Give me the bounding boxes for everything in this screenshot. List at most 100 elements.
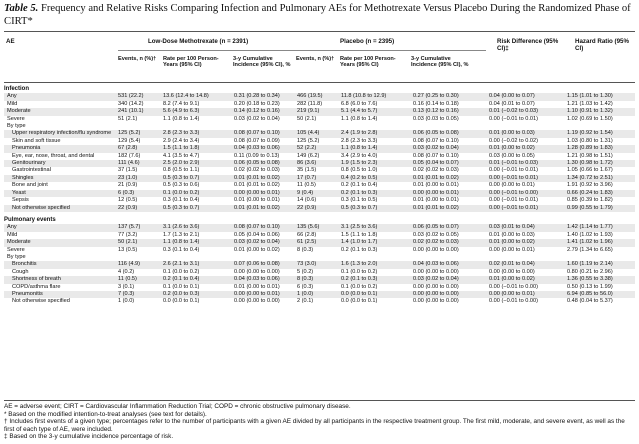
table-cell: 1.10 (0.91 to 1.32) bbox=[567, 108, 635, 116]
header-mtx-events: Events, n (%)† bbox=[118, 56, 157, 62]
table-cell: 0.00 (0.00 to 0.00) bbox=[413, 283, 459, 290]
table-cell: 5.1 (4.4 to 5.7) bbox=[341, 108, 413, 116]
row-label: Bone and joint bbox=[12, 182, 48, 189]
row-label: Pneumonitis bbox=[4, 290, 118, 299]
row-label: Yeast bbox=[4, 189, 118, 198]
table-cell: 3.1 (2.6 to 3.6) bbox=[163, 224, 234, 232]
table-cell bbox=[118, 254, 163, 261]
table-cell: 0.03 (0.02 to 0.05) bbox=[413, 231, 459, 238]
row-label: Mild bbox=[7, 100, 18, 107]
table-cell: 1.1 (0.8 to 1.4) bbox=[341, 115, 378, 122]
table-cell: 1.19 (0.92 to 1.54) bbox=[567, 130, 635, 138]
header-placebo-rate: Rate per 100 Person-Years (95% CI) bbox=[340, 56, 396, 69]
table-cell: 2.8 (2.3 to 3.3) bbox=[341, 137, 378, 144]
table-cell: 2.79 (1.34 to 6.65) bbox=[567, 246, 613, 253]
table-cell bbox=[489, 123, 567, 130]
table-cell: 149 (6.2) bbox=[297, 152, 320, 159]
table-cell bbox=[489, 254, 567, 261]
table-cell: 0.06 (0.05 to 0.08) bbox=[234, 160, 297, 168]
table-cell: 0.00 (0.00 to 0.01) bbox=[489, 182, 535, 189]
table-cell: 0.03 (0.02 to 0.04) bbox=[234, 239, 297, 247]
table-row: Cough 4 (0.2) 0.1 (0.0 to 0.2) 0.00 (0.00 t… bbox=[4, 269, 635, 276]
table-row: Any 531 (22.2) 13.6 (12.4 to 14.8) 0.31 (0.… bbox=[4, 93, 635, 101]
table-cell: 466 (19.5) bbox=[297, 93, 341, 101]
table-row: Yeast 6 (0.3) 0.1 (0.0 to 0.2) 0.00 (0.00 t… bbox=[4, 189, 635, 198]
table-cell: 0.01 (0.01 to 0.02) bbox=[234, 204, 297, 212]
table-cell: 1.60 (1.19 to 2.14) bbox=[567, 261, 635, 269]
table-cell: 0.08 (0.07 to 0.10) bbox=[234, 224, 297, 232]
table-cell: 0.66 (0.24 to 1.83) bbox=[567, 189, 635, 198]
table-cell: 0.2 (0.1 to 0.4) bbox=[341, 182, 378, 189]
table-cell: 0.03 (0.00 to 0.05) bbox=[489, 152, 535, 159]
table-cell: 5.6 (4.9 to 6.3) bbox=[163, 108, 234, 116]
table-cell: 0.00 (−0.02 to 0.02) bbox=[489, 137, 538, 144]
table-row: Genitourinary 111 (4.6) 2.5 (2.0 to 2.9) 0.… bbox=[4, 160, 635, 168]
table-cell: 0.4 (0.2 to 0.5) bbox=[341, 174, 413, 183]
row-label: Skin and soft tissue bbox=[12, 137, 61, 144]
table-row: Bone and joint 21 (0.9) 0.5 (0.3 to 0.6) 0.… bbox=[4, 182, 635, 189]
table-cell: 0.03 (0.02 to 0.04) bbox=[413, 276, 489, 284]
table-cell: 2.6 (2.1 to 3.1) bbox=[163, 261, 234, 269]
table-cell: 51 (2.1) bbox=[118, 115, 138, 122]
table-cell: 8 (0.3) bbox=[297, 276, 341, 284]
table-cell: 12 (0.5) bbox=[118, 197, 138, 204]
table-cell: 6 (0.3) bbox=[297, 283, 314, 290]
table-cell: 0.2 (0.0 to 0.3) bbox=[163, 290, 234, 299]
table-cell: 0.03 (0.01 to 0.04) bbox=[489, 224, 567, 232]
table-cell: 0.2 (0.1 to 0.3) bbox=[341, 246, 378, 253]
table-cell: 182 (7.6) bbox=[118, 152, 141, 159]
table-cell: 0.00 (0.00 to 0.00) bbox=[489, 268, 535, 275]
table-cell: 0.02 (0.02 to 0.03) bbox=[413, 167, 459, 174]
table-cell: 241 (10.1) bbox=[118, 108, 163, 116]
table-cell: 0.1 (0.0 to 0.2) bbox=[163, 189, 234, 198]
table-cell: 22 (0.9) bbox=[297, 204, 341, 212]
table-cell: 1 (0.0) bbox=[118, 298, 135, 305]
table-cell: 0.85 (0.39 to 1.82) bbox=[567, 197, 613, 204]
table-row: Moderate 241 (10.1) 5.6 (4.9 to 6.3) 0.14 (… bbox=[4, 108, 635, 116]
table-cell: 14 (0.6) bbox=[297, 197, 317, 204]
table-row: Eye, ear, nose, throat, and dental 182 (7… bbox=[4, 153, 635, 160]
table-cell: 0.01 (0.00 to 0.02) bbox=[489, 145, 567, 153]
table-row: COPD/asthma flare 3 (0.1) 0.1 (0.0 to 0.1)… bbox=[4, 284, 635, 291]
table-cell: 1.1 (0.8 to 1.4) bbox=[341, 145, 413, 153]
table-cell: 67 (2.8) bbox=[118, 145, 163, 153]
table-cell: 0.04 (0.00 to 0.07) bbox=[489, 93, 567, 101]
table-cell: 0.13 (0.12 to 0.16) bbox=[413, 108, 489, 116]
row-label: By type bbox=[7, 253, 26, 260]
table-cell: 22 (0.9) bbox=[118, 204, 163, 212]
table-cell: 0.48 (0.04 to 5.37) bbox=[567, 298, 613, 305]
table-cell: 0.8 (0.5 to 1.1) bbox=[163, 167, 200, 174]
table-cell: 0.80 (0.21 to 2.96) bbox=[567, 268, 613, 275]
table-row: Mild 77 (3.2) 1.7 (1.3 to 2.1) 0.05 (0.04 t… bbox=[4, 232, 635, 239]
row-label: Bronchitis bbox=[4, 261, 118, 269]
table-row: Bronchitis 116 (4.9) 2.6 (2.1 to 3.1) 0.07 … bbox=[4, 261, 635, 269]
table-cell: 0.06 (0.05 to 0.07) bbox=[413, 224, 489, 232]
table-row: Severe 51 (2.1) 1.1 (0.8 to 1.4) 0.03 (0.02… bbox=[4, 116, 635, 123]
header-mtx-cumulative: 3-y Cumulative Incidence (95% CI), % bbox=[233, 56, 291, 69]
table-cell bbox=[234, 254, 297, 261]
table-cell: 0.01 (0.00 to 0.02) bbox=[489, 239, 567, 247]
table-cell: 3.1 (2.5 to 3.6) bbox=[341, 224, 413, 232]
row-label: Shingles bbox=[4, 174, 118, 183]
row-label: Shortness of breath bbox=[4, 276, 118, 284]
table-cell: 0.1 (0.0 to 0.2) bbox=[163, 268, 200, 275]
table-cell: 0.99 (0.55 to 1.79) bbox=[567, 204, 635, 212]
table-cell: 0.04 (0.03 to 0.06) bbox=[234, 145, 297, 153]
row-label: Severe bbox=[7, 115, 25, 122]
table-cell: 0.8 (0.5 to 1.0) bbox=[341, 167, 378, 174]
header-ae: AE bbox=[6, 38, 15, 45]
table-cell: 0.2 (0.1 to 0.3) bbox=[341, 189, 413, 198]
table-row: Shingles 23 (1.0) 0.5 (0.3 to 0.7) 0.01 (0.… bbox=[4, 174, 635, 183]
table-cell: 0.00 (0.00 to 0.01) bbox=[234, 290, 297, 299]
footnote-risk: ‡ Based on the 3-y cumulative incidence … bbox=[4, 433, 174, 441]
table-cell: 0.02 (0.02 to 0.03) bbox=[234, 167, 280, 174]
table-cell: 1.1 (0.8 to 1.4) bbox=[163, 115, 200, 122]
table-cell: 0.06 (0.05 to 0.08) bbox=[413, 130, 489, 138]
table-cell: 0.3 (0.1 to 0.4) bbox=[163, 197, 200, 204]
table-cell: 0.01 (0.00 to 0.01) bbox=[413, 197, 459, 204]
table-cell bbox=[341, 123, 413, 130]
table-cell: 50 (2.1) bbox=[297, 115, 317, 122]
table-cell: 0.01 (−0.02 to 0.03) bbox=[489, 108, 567, 116]
table-cell: 0.00 (0.00 to 0.00) bbox=[234, 268, 280, 275]
header-risk-difference: Risk Difference (95% CI)‡ bbox=[497, 38, 559, 53]
